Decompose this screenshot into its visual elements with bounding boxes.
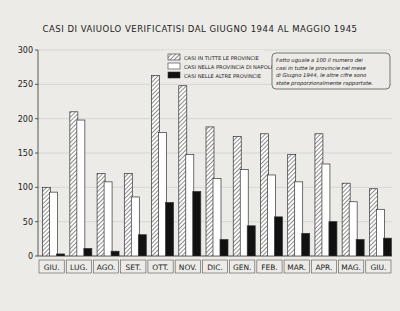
bar	[247, 226, 255, 256]
legend-swatch	[168, 72, 180, 78]
bar	[302, 233, 310, 256]
category-label: DIC.	[207, 263, 223, 272]
bar	[274, 217, 282, 256]
category-box	[93, 260, 118, 273]
category-label: OTT.	[152, 263, 168, 272]
tick	[35, 187, 38, 188]
legend-label: CASI NELLA PROVINCIA DI NAPOLI	[184, 64, 273, 70]
category-label: NOV.	[179, 263, 197, 272]
category-label: FEB.	[261, 263, 278, 272]
bars	[43, 75, 392, 256]
y-axis	[38, 50, 39, 256]
legend-swatch	[168, 63, 180, 69]
bar	[57, 254, 65, 256]
bar	[193, 191, 201, 256]
grid-line	[38, 153, 392, 154]
annotation: state proporzionalmente rapportate.	[276, 80, 373, 87]
category-label: APR.	[315, 263, 332, 272]
tick	[35, 256, 38, 257]
legend-label: CASI NELLE ALTRE PROVINCIE	[184, 73, 261, 79]
bar	[111, 251, 119, 256]
category-label: SET.	[126, 263, 142, 272]
category-label: LUG.	[70, 263, 88, 272]
category-box	[339, 260, 364, 273]
tick-label: 250	[18, 80, 33, 89]
annotation: casi in tutte le provincie nel mese	[276, 65, 367, 72]
category-box	[175, 260, 200, 273]
category-box	[202, 260, 227, 273]
grid-line	[38, 118, 392, 119]
category-label: GIU.	[44, 263, 60, 272]
bar	[50, 192, 58, 256]
category-label: MAR.	[287, 263, 306, 272]
category-box	[311, 260, 336, 273]
tick	[35, 118, 38, 119]
category-box	[230, 260, 255, 273]
annotation: di Giugno 1944, le altre cifre sono	[276, 72, 366, 79]
category-label: MAG.	[341, 263, 361, 272]
bar	[77, 120, 85, 256]
tick	[35, 50, 38, 51]
tick-label: 100	[18, 183, 33, 192]
tick-label: 300	[18, 46, 33, 55]
category-label: AGO.	[97, 263, 116, 272]
category-box	[284, 260, 309, 273]
bar	[220, 240, 228, 256]
category-label: GEN.	[233, 263, 252, 272]
category-box	[121, 260, 146, 273]
tick-label: 50	[23, 218, 33, 227]
tick-label: 150	[18, 149, 33, 158]
category-label: GIU.	[370, 263, 386, 272]
bar	[84, 248, 92, 256]
category-box	[39, 260, 64, 273]
tick-label: 0	[28, 252, 33, 261]
category-box	[257, 260, 282, 273]
bar	[356, 240, 364, 256]
bar	[104, 182, 112, 256]
legend-label: CASI IN TUTTE LE PROVINCIE	[184, 55, 259, 61]
tick	[35, 221, 38, 222]
bar	[383, 238, 391, 256]
category-box	[148, 260, 173, 273]
title: CASI DI VAIUOLO VERIFICATISI DAL GIUGNO …	[43, 24, 358, 34]
legend-swatch	[168, 54, 180, 60]
category-box	[66, 260, 91, 273]
tick	[35, 153, 38, 154]
bar	[138, 235, 146, 256]
bar	[329, 222, 337, 256]
tick-label: 200	[18, 115, 33, 124]
tick	[35, 84, 38, 85]
annotation: Fatto uguale a 100 il numero dei	[276, 57, 363, 64]
category-box	[366, 260, 391, 273]
annotation-box	[272, 53, 390, 89]
bar	[166, 202, 174, 256]
chart: CASI DI VAIUOLO VERIFICATISI DAL GIUGNO …	[0, 0, 400, 311]
